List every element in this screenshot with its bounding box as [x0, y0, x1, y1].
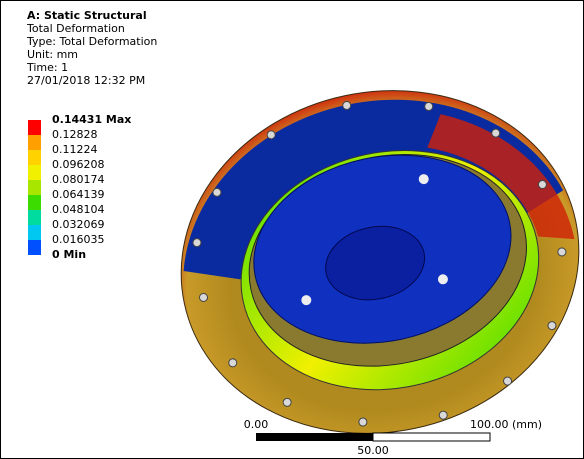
legend-swatch — [28, 165, 41, 180]
legend-label: 0.080174 — [52, 173, 105, 186]
scale-start: 0.00 — [244, 418, 269, 431]
info-line: Time: 1 — [26, 61, 68, 74]
legend-label: 0.096208 — [52, 158, 105, 171]
info-line: Unit: mm — [27, 48, 78, 61]
scale-bar-white — [373, 433, 490, 441]
info-line: 27/01/2018 12:32 PM — [27, 74, 145, 87]
scale-middle: 50.00 — [357, 444, 389, 457]
legend-swatch — [28, 135, 41, 150]
info-line: Total Deformation — [26, 22, 125, 35]
legend-swatch — [28, 240, 41, 255]
scale-bar-black — [256, 433, 373, 441]
legend-label: 0.14431 Max — [52, 113, 131, 126]
legend-label: 0.048104 — [52, 203, 105, 216]
legend-swatch — [28, 120, 41, 135]
legend-swatch — [28, 180, 41, 195]
legend-swatch — [28, 150, 41, 165]
legend-swatch — [28, 225, 41, 240]
legend-label: 0.11224 — [52, 143, 98, 156]
legend-label: 0.032069 — [52, 218, 105, 231]
scale-end: 100.00 (mm) — [470, 418, 542, 431]
legend-label: 0 Min — [52, 248, 86, 261]
legend-label: 0.12828 — [52, 128, 98, 141]
legend-label: 0.064139 — [52, 188, 105, 201]
legend-label: 0.016035 — [52, 233, 105, 246]
info-line: Type: Total Deformation — [26, 35, 157, 48]
legend-swatch — [28, 210, 41, 225]
viewport: A: Static Structural Total DeformationTy… — [0, 0, 584, 459]
result-title: A: Static Structural — [27, 9, 147, 22]
legend-swatch — [28, 195, 41, 210]
